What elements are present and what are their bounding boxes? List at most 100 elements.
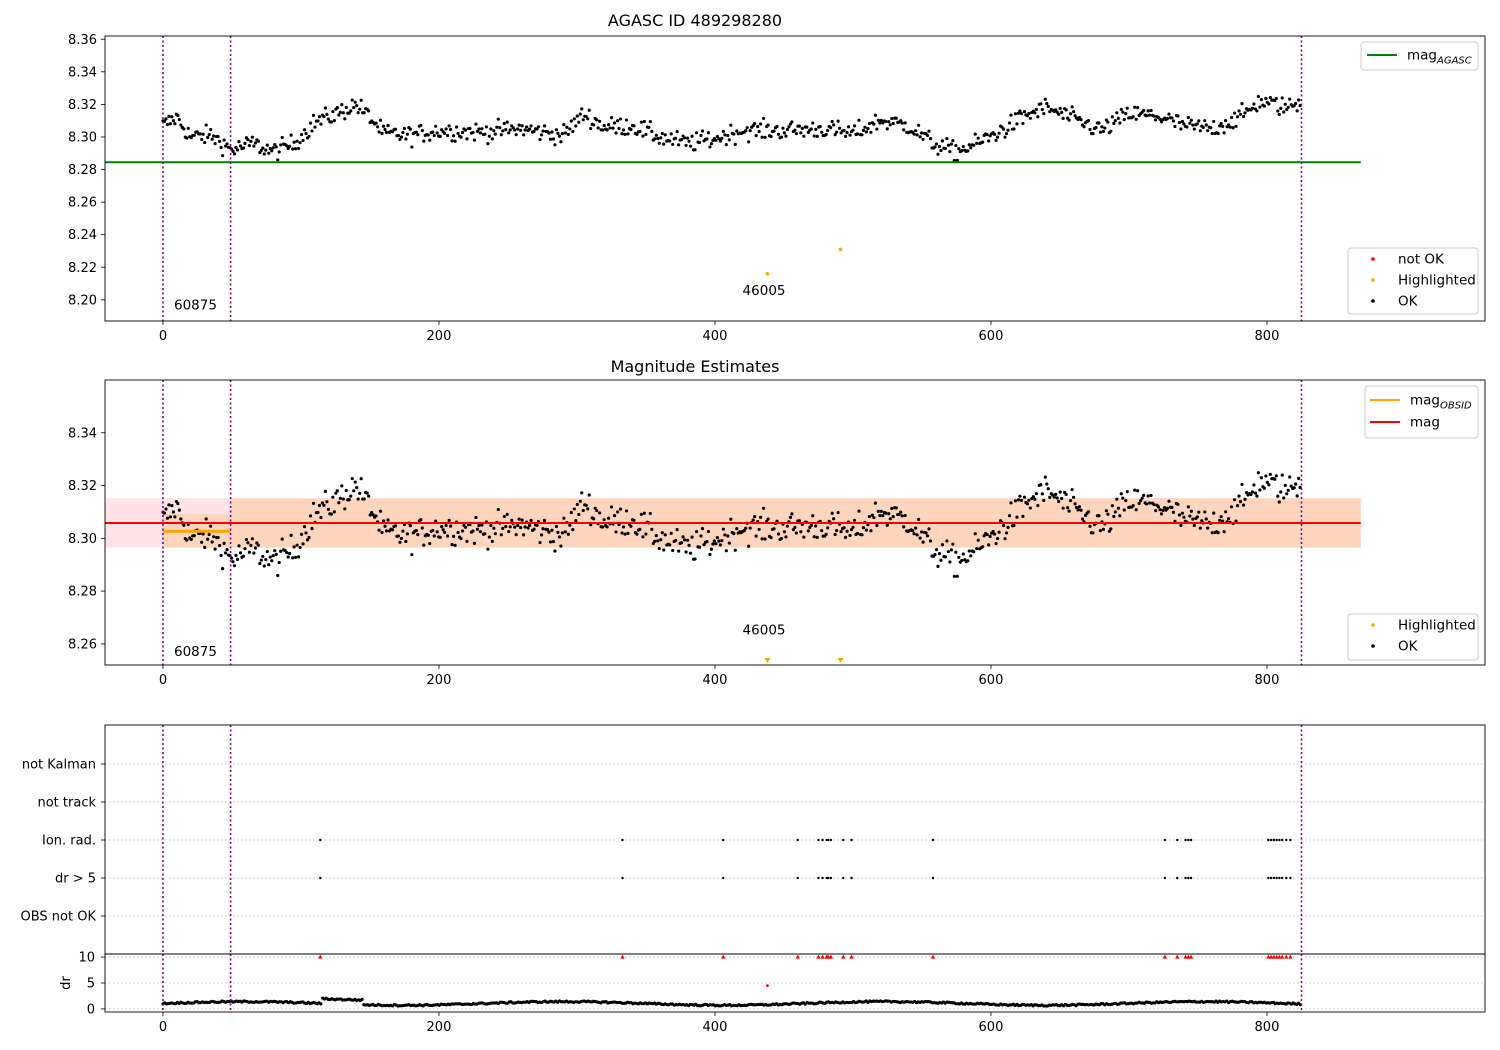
- data-point: [800, 126, 804, 130]
- data-point: [960, 149, 964, 153]
- data-point: [769, 535, 773, 540]
- data-point: [234, 145, 238, 150]
- data-point: [885, 523, 889, 527]
- data-point: [829, 125, 833, 130]
- data-point: [660, 131, 664, 136]
- data-point: [525, 125, 529, 129]
- data-point: [815, 535, 819, 539]
- data-point: [1201, 125, 1205, 130]
- data-point: [1046, 487, 1050, 491]
- data-point: [900, 121, 904, 125]
- data-point: [815, 134, 819, 138]
- data-point: [322, 114, 326, 119]
- data-point: [1101, 527, 1106, 531]
- data-point: [814, 127, 818, 131]
- data-point: [201, 132, 205, 136]
- data-point: [578, 112, 582, 116]
- data-point: [386, 518, 390, 522]
- data-point: [198, 132, 202, 136]
- data-point: [650, 527, 654, 531]
- data-point: [280, 135, 284, 140]
- x-tick-label: 800: [1255, 673, 1280, 688]
- data-point: [1148, 113, 1152, 117]
- data-point: [273, 142, 277, 147]
- data-point: [426, 533, 430, 537]
- data-point: [760, 135, 764, 139]
- data-point: [772, 527, 776, 531]
- data-point: [1162, 506, 1167, 510]
- data-point: [1113, 510, 1117, 514]
- data-point: [255, 541, 259, 545]
- data-point: [173, 122, 177, 126]
- data-point: [943, 555, 948, 559]
- data-point: [298, 545, 302, 550]
- data-point: [899, 510, 903, 514]
- data-point: [213, 142, 217, 146]
- data-point: [553, 143, 557, 147]
- data-point: [338, 496, 342, 500]
- data-point: [356, 497, 360, 501]
- data-point: [557, 134, 562, 138]
- data-point: [541, 527, 545, 531]
- data-point: [323, 106, 328, 110]
- data-point: [934, 142, 939, 146]
- data-point: [563, 131, 567, 135]
- data-point: [1088, 127, 1092, 132]
- ion-rad-flag-point: [1285, 838, 1288, 842]
- data-point: [285, 551, 289, 555]
- data-point: [687, 139, 691, 143]
- data-point: [875, 127, 879, 131]
- data-point: [635, 132, 639, 136]
- data-point: [256, 543, 260, 547]
- data-point: [571, 527, 575, 532]
- data-point: [1165, 116, 1170, 121]
- data-point: [729, 123, 733, 127]
- data-point: [1013, 112, 1018, 116]
- data-point: [179, 517, 183, 521]
- data-point: [206, 135, 210, 140]
- data-point: [176, 113, 180, 118]
- data-point: [449, 127, 453, 132]
- data-point: [851, 128, 855, 132]
- data-point: [207, 532, 211, 537]
- data-point: [602, 518, 606, 522]
- data-point: [298, 141, 302, 145]
- data-point: [712, 539, 717, 543]
- data-point: [1115, 111, 1119, 115]
- data-point: [891, 514, 895, 519]
- data-point: [289, 533, 293, 537]
- data-point: [744, 129, 748, 133]
- data-point: [483, 532, 487, 536]
- data-point: [797, 519, 801, 523]
- dr-flag-point: [1187, 876, 1190, 880]
- data-point: [310, 129, 314, 133]
- data-point: [632, 124, 636, 128]
- data-point: [335, 105, 339, 110]
- data-point: [472, 541, 477, 545]
- legend-marker-swatch: [1371, 257, 1375, 261]
- data-point: [757, 527, 761, 532]
- data-point: [522, 533, 526, 537]
- data-point: [790, 120, 794, 124]
- data-point: [1074, 505, 1079, 510]
- data-point: [657, 546, 661, 551]
- data-point: [1022, 495, 1027, 499]
- data-point: [1016, 111, 1021, 115]
- data-point: [341, 497, 345, 501]
- data-point: [894, 506, 898, 510]
- legend-label: magAGASC: [1407, 48, 1472, 67]
- data-point: [308, 121, 313, 125]
- data-point: [732, 132, 736, 136]
- data-point: [1234, 124, 1238, 128]
- data-point: [688, 144, 693, 148]
- data-point: [848, 533, 852, 538]
- data-point: [805, 125, 809, 129]
- data-point: [352, 489, 356, 493]
- data-point: [334, 491, 338, 495]
- data-point: [337, 113, 341, 117]
- data-point: [332, 119, 336, 123]
- data-point: [210, 540, 214, 544]
- data-point: [735, 129, 739, 133]
- data-point: [1019, 111, 1024, 116]
- data-point: [927, 129, 931, 133]
